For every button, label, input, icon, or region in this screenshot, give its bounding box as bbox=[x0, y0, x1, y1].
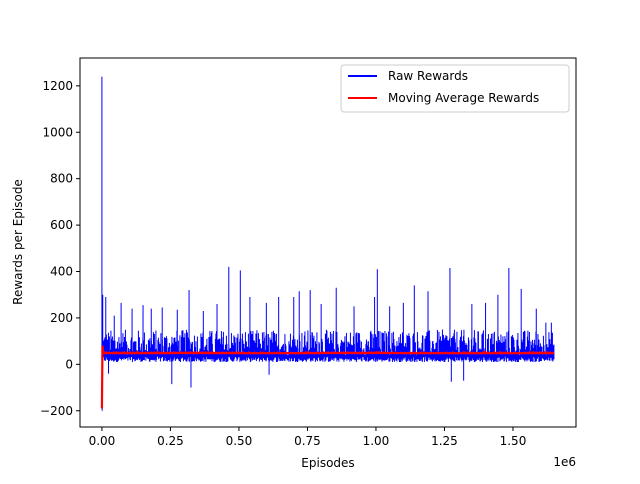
legend-box bbox=[340, 64, 570, 113]
x-tick-label: 1.25 bbox=[431, 434, 458, 448]
x-tick-label: 0.50 bbox=[226, 434, 253, 448]
y-axis-label: Rewards per Episode bbox=[11, 179, 25, 305]
y-tick-label: 400 bbox=[50, 265, 73, 279]
y-axis-ticks: −200 0 200 400 600 800 1000 1200 bbox=[40, 79, 80, 418]
x-tick-label: 1.00 bbox=[363, 434, 390, 448]
x-tick-label: 0.00 bbox=[89, 434, 116, 448]
x-axis-offset-label: 1e6 bbox=[553, 455, 576, 469]
x-tick-label: 1.50 bbox=[500, 434, 527, 448]
y-tick-label: 1200 bbox=[42, 79, 73, 93]
series-band-moving-average bbox=[102, 350, 554, 355]
y-tick-label: 1000 bbox=[42, 125, 73, 139]
y-tick-label: 800 bbox=[50, 172, 73, 186]
y-tick-label: −200 bbox=[40, 404, 73, 418]
x-tick-label: 0.25 bbox=[157, 434, 184, 448]
y-tick-label: 0 bbox=[65, 357, 73, 371]
legend-label-moving-average: Moving Average Rewards bbox=[388, 91, 539, 105]
series-layer bbox=[100, 76, 555, 411]
x-axis-ticks: 0.00 0.25 0.50 0.75 1.00 1.25 1.50 bbox=[89, 427, 527, 448]
legend: Raw Rewards Moving Average Rewards bbox=[340, 64, 570, 113]
legend-label-raw-rewards: Raw Rewards bbox=[388, 69, 468, 83]
y-tick-label: 200 bbox=[50, 311, 73, 325]
plot-frame bbox=[79, 57, 577, 428]
x-axis-label: Episodes bbox=[301, 456, 354, 470]
x-tick-label: 0.75 bbox=[294, 434, 321, 448]
series-line-moving-average bbox=[100, 345, 555, 409]
y-tick-label: 600 bbox=[50, 218, 73, 232]
